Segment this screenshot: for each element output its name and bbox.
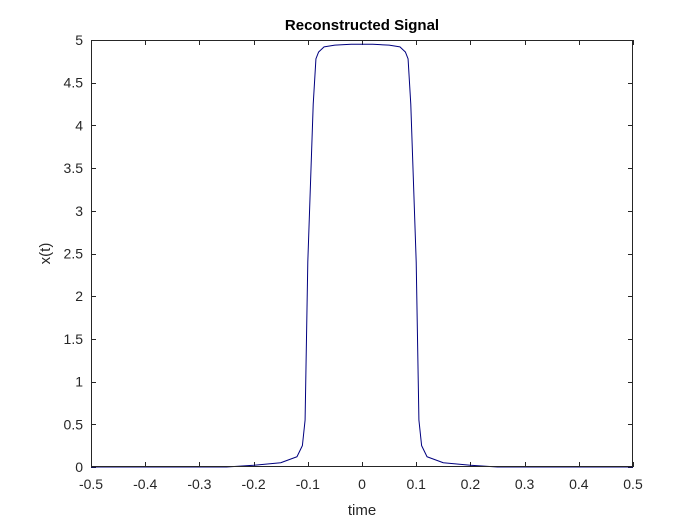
- y-tick-label: 5: [75, 32, 83, 48]
- y-tick-label: 3.5: [64, 160, 84, 176]
- y-tick-label: 4.5: [64, 75, 84, 91]
- y-tick-label: 0.5: [64, 416, 84, 432]
- x-tick-label: 0.2: [461, 476, 481, 492]
- axes-box: [91, 40, 633, 467]
- y-tick-label: 4: [75, 117, 83, 133]
- x-tick-label: -0.1: [296, 476, 320, 492]
- series-line: [91, 43, 633, 468]
- y-tick-label: 1: [75, 374, 83, 390]
- x-tick-label: -0.5: [79, 476, 103, 492]
- x-tick-label: -0.2: [242, 476, 266, 492]
- y-tick-label: 3: [75, 203, 83, 219]
- x-tick-label: 0.5: [623, 476, 643, 492]
- x-tick-label: 0.3: [515, 476, 535, 492]
- y-tick-label: 1.5: [64, 331, 84, 347]
- x-tick-label: -0.4: [133, 476, 157, 492]
- x-tick-label: 0.4: [569, 476, 589, 492]
- chart-title: Reconstructed Signal: [285, 17, 439, 34]
- y-tick-label: 2.5: [64, 246, 84, 262]
- y-tick-label: 0: [75, 459, 83, 475]
- x-tick-label: 0: [358, 476, 366, 492]
- labels-layer: -0.5 -0.4 -0.3 -0.2 -0.1 0 0.1 0.2 0.3 0.4 0.5 0 0.5…: [64, 32, 643, 492]
- x-axis-label: time: [348, 502, 376, 519]
- y-tick-label: 2: [75, 288, 83, 304]
- x-tick-label: -0.3: [187, 476, 211, 492]
- x-tick-label: 0.1: [406, 476, 426, 492]
- y-axis-label: x(t): [37, 243, 54, 265]
- plot-area: [91, 40, 633, 467]
